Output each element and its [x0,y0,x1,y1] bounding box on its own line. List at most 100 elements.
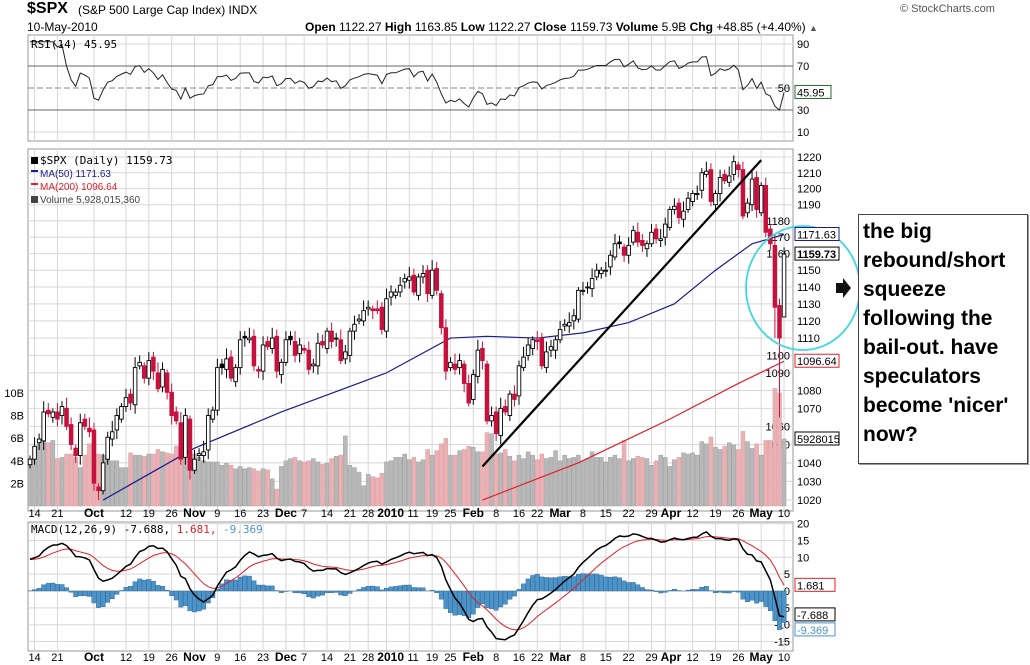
x-tick-label: 21 [51,652,63,664]
macd-histogram-bar [141,579,147,592]
x-tick-label: 7 [301,508,307,520]
candle-body [672,205,677,210]
macd-histogram-bar [448,590,453,613]
macd-histogram-bar [306,590,312,598]
volume-bar [251,468,257,507]
volume-bar [617,458,622,507]
volume-bar [375,477,380,507]
price-tick-label: 1110 [797,333,820,345]
volume-bar [576,454,581,507]
rsi-tag-box [794,84,832,99]
volume-bar [466,445,471,507]
macd-histogram-bar [82,590,88,596]
macd-histogram-bar [155,585,161,592]
macd-histogram-bar [260,584,266,592]
x-tick-label: 29 [645,652,657,664]
volume-tick-label: 6B [11,433,24,445]
legend-swatch [31,183,38,185]
volume-bar [484,432,490,507]
x-tick-label: 28 [362,652,374,664]
candle-body [201,451,206,456]
candle-body [306,349,312,370]
candle-body [434,268,439,291]
volume-bar [694,454,700,507]
volume-bar [201,460,206,507]
macd-histogram-bar [237,576,243,592]
candle-body [512,393,517,400]
macd-histogram-bar [502,590,508,605]
volume-bar [452,454,458,507]
candle-body [393,291,398,296]
macd-histogram-bar [699,587,705,592]
macd-histogram-bar [169,590,175,596]
candle-body [503,406,508,413]
ma200-tag-box [794,353,840,368]
candle-body [425,269,430,295]
candle-body [301,347,307,351]
candle-body [41,411,46,442]
legend-swatch [31,170,38,172]
macd-histogram-bar [388,586,394,592]
candle-body [662,223,668,238]
macd-histogram-bar [470,590,476,615]
volume-bar [525,451,531,507]
volume-bar [425,449,430,507]
candle-body [525,344,531,356]
volume-bar [512,460,517,507]
x-tick-label: 14 [321,652,333,664]
macd-histogram-bar [278,590,284,593]
macd-histogram-bar [68,590,74,593]
candle-body [196,453,202,456]
macd-histogram-bar [45,583,51,592]
symbol: $SPX [27,0,68,17]
close-tag-box [794,246,840,261]
rsi-tick-label: 70 [797,61,809,73]
candle-body [338,339,344,362]
macd-histogram-bar [539,576,545,592]
candle-body [119,406,124,420]
candle-body [242,335,248,339]
macd-histogram-bar [767,590,773,611]
macd-histogram-bar [123,586,129,592]
x-tick-label: 16 [513,652,525,664]
candle-body [493,411,499,435]
volume-bar [535,459,540,507]
macd-histogram-bar [690,589,696,592]
macd-histogram-bar [745,590,750,603]
price-tick-label: 1020 [797,495,821,507]
macd-histogram-bar [713,590,718,593]
candle-body [315,342,321,367]
macd-histogram-bar [544,577,549,592]
volume-bar [562,454,567,507]
x-tick-label: Feb [463,650,484,664]
close-label: Close [533,20,567,34]
candle-body [567,322,572,327]
x-tick-label: 8 [580,508,586,520]
price-tick-label: 1160 [766,249,790,261]
price-tick-label: 1130 [797,299,821,311]
x-tick-label: 10 [778,508,790,520]
quote-line: Open 1122.27 High 1163.85 Low 1122.27 Cl… [305,20,818,35]
volume-bar [571,457,577,507]
macd-histogram-bar [512,590,517,597]
candle-body [388,291,394,298]
candle-body [452,363,458,370]
volume-bar [260,468,266,507]
x-tick-label: 11 [407,652,418,664]
macd-histogram-bar [639,587,645,592]
candle-body [713,193,718,206]
macd-histogram-bar [397,585,403,592]
rsi-tick-label: 30 [797,105,809,117]
volume-tick-label: 4B [11,456,24,468]
legend-item: MA(200) 1096.64 [40,182,118,193]
candle-body [461,363,467,384]
macd-histogram-bar [347,590,353,594]
x-tick-label: 14 [28,652,40,664]
candle-body [685,197,691,210]
volume-bar [73,457,78,507]
candle-body [571,315,577,322]
macd-tag: -7.688 [794,607,836,622]
volume-bar [237,466,243,507]
close-value: 1159.73 [569,20,613,34]
macd-histogram-bar [361,587,367,592]
